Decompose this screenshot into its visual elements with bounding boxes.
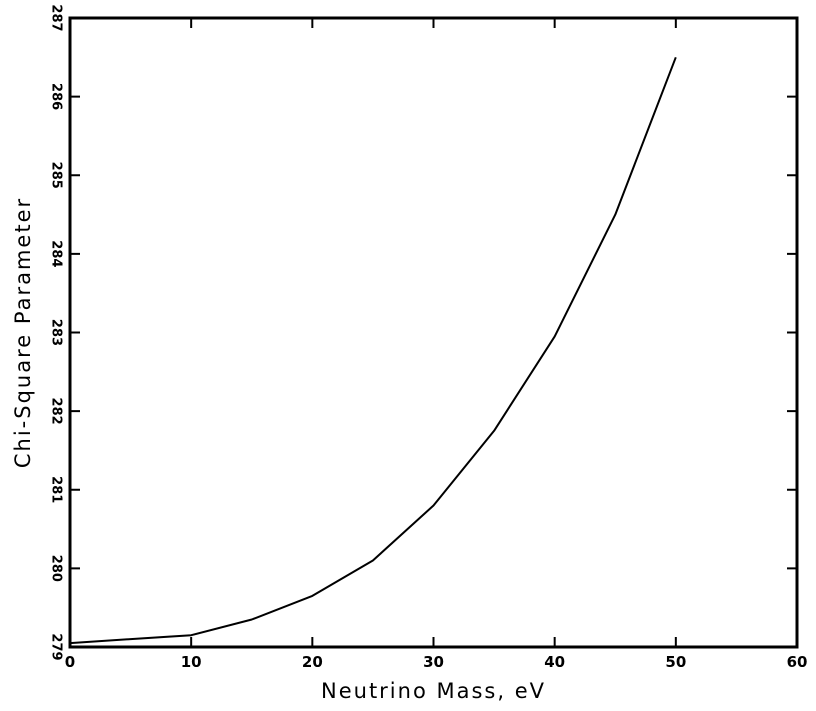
y-tick-label: 287	[49, 4, 64, 31]
series-layer	[69, 56, 677, 645]
x-tick-label: 50	[665, 653, 686, 671]
y-tick-label: 280	[49, 555, 64, 582]
y-tick-label: 282	[49, 398, 64, 425]
x-axis: 0 10 20 30 40 50 60	[65, 18, 808, 671]
plot-frame	[68, 16, 799, 649]
x-axis-label: Neutrino Mass, eV	[321, 679, 546, 703]
x-tick-label: 60	[787, 653, 808, 671]
x-tick-label: 0	[65, 653, 75, 671]
y-tick-label: 279	[49, 633, 64, 660]
y-tick-label: 281	[49, 476, 64, 503]
y-tick-label: 286	[49, 83, 64, 110]
series-line	[69, 56, 677, 645]
y-tick-label: 284	[49, 240, 64, 267]
x-tick-label: 20	[302, 653, 323, 671]
y-axis: 279 280 281 282 283 284 285 286 287	[49, 4, 797, 661]
y-tick-label: 283	[49, 319, 64, 346]
y-tick-label: 285	[49, 162, 64, 189]
x-tick-label: 10	[181, 653, 202, 671]
y-axis-label: Chi-Square Parameter	[11, 197, 35, 468]
x-tick-label: 40	[544, 653, 565, 671]
x-tick-label: 30	[423, 653, 444, 671]
